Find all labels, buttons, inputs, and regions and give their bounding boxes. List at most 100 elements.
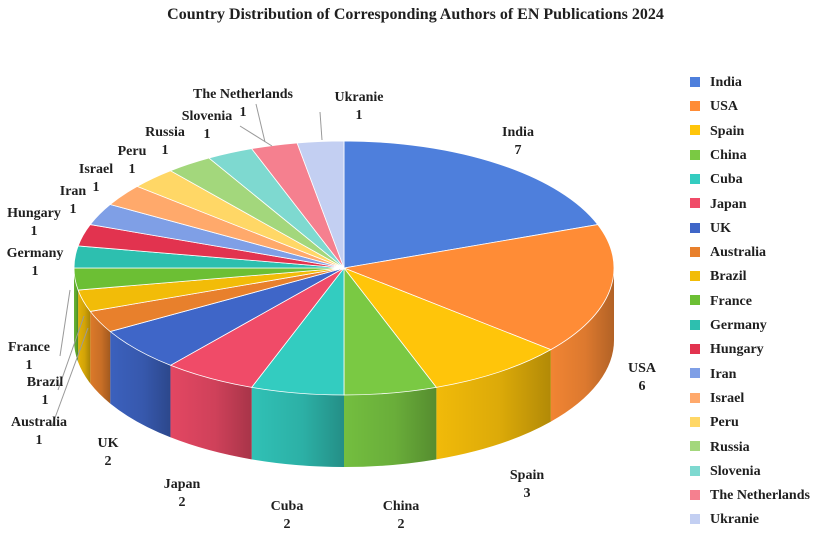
legend-swatch <box>690 368 700 379</box>
data-label-israel: Israel 1 <box>79 162 113 195</box>
slice-side-shade-brazil <box>78 290 91 384</box>
legend-item-cuba: Cuba <box>690 170 743 190</box>
slice-side-shade-australia <box>90 311 111 404</box>
slice-side-shade-japan <box>170 365 252 460</box>
legend-item-brazil: Brazil <box>690 267 747 287</box>
leader-line-ukranie <box>319 111 323 141</box>
slice-side-shade-china <box>344 387 437 467</box>
legend-item-usa: USA <box>690 97 738 117</box>
legend-label: Iran <box>710 366 737 382</box>
data-label-china: China 2 <box>383 499 420 532</box>
legend-item-china: China <box>690 146 747 166</box>
legend-swatch <box>690 344 700 355</box>
slice-spain <box>342 267 552 388</box>
legend-swatch <box>690 295 700 306</box>
slice-side-shade-uk <box>110 331 171 438</box>
slice-side-shade-spain <box>436 349 551 460</box>
data-label-slovenia: Slovenia 1 <box>182 109 233 142</box>
data-label-peru: Peru 1 <box>118 144 147 177</box>
legend-label: China <box>710 147 747 163</box>
data-label-brazil: Brazil 1 <box>27 375 64 408</box>
legend-label: Israel <box>710 390 745 406</box>
legend-label: Ukranie <box>710 512 759 528</box>
legend-label: Brazil <box>710 269 747 285</box>
legend-swatch <box>690 489 700 500</box>
legend-swatch <box>690 319 700 330</box>
data-label-cuba: Cuba 2 <box>271 499 304 532</box>
legend-item-iran: Iran <box>690 365 736 385</box>
pie-sides <box>74 268 614 467</box>
legend-label: Australia <box>710 245 766 261</box>
legend-label: India <box>710 75 742 90</box>
leader-line-the-netherlands <box>255 103 266 143</box>
legend-swatch <box>690 198 700 209</box>
legend-label: UK <box>710 220 731 236</box>
data-label-hungary: Hungary 1 <box>7 206 61 239</box>
data-label-india: India 7 <box>502 125 534 158</box>
legend-item-russia: Russia <box>690 438 750 458</box>
data-labels: India 7 USA 6 Spain 3 China 2 Cuba 2 Japan 2 UK 2 Aust… <box>7 87 657 532</box>
legend-label: Cuba <box>710 172 743 188</box>
legend-swatch <box>690 416 700 427</box>
legend-label: USA <box>710 99 739 115</box>
slice-india <box>343 140 599 269</box>
legend-label: Slovenia <box>710 463 761 479</box>
legend-item-peru: Peru <box>690 413 739 433</box>
legend-item-hungary: Hungary <box>690 340 764 360</box>
legend-item-spain: Spain <box>690 122 744 142</box>
legend-swatch <box>690 149 700 160</box>
legend-swatch <box>690 173 700 184</box>
legend-swatch <box>690 514 700 525</box>
legend-item-ukranie: Ukranie <box>690 510 759 530</box>
data-label-japan: Japan 2 <box>164 477 201 510</box>
data-label-usa: USA 6 <box>628 361 657 394</box>
legend-item-uk: UK <box>690 219 731 239</box>
data-label-spain: Spain 3 <box>510 468 544 501</box>
legend-item-india: India <box>690 73 742 93</box>
legend-label: Peru <box>710 415 739 431</box>
leader-lines <box>51 103 323 427</box>
data-label-australia: Australia 1 <box>11 415 67 448</box>
data-label-ukranie: Ukranie 1 <box>335 90 384 123</box>
slice-usa <box>342 224 615 351</box>
legend-item-australia: Australia <box>690 243 766 263</box>
legend-swatch <box>690 125 700 136</box>
pie-tops <box>73 140 615 396</box>
legend-swatch <box>690 222 700 233</box>
data-label-uk: UK 2 <box>98 436 119 469</box>
chart-title: Country Distribution of Corresponding Au… <box>167 6 664 23</box>
legend-swatch <box>690 271 700 282</box>
legend-item-the-netherlands: The Netherlands <box>690 486 810 506</box>
legend-swatch <box>690 441 700 452</box>
leader-line-france <box>59 289 71 357</box>
slice-side-shade-usa <box>550 268 614 422</box>
legend-swatch <box>690 392 700 403</box>
slice-ukranie <box>296 140 345 269</box>
legend-item-france: France <box>690 292 752 312</box>
legend-label: Japan <box>710 196 747 212</box>
legend-label: Hungary <box>710 342 764 358</box>
slice-side-shade-cuba <box>251 387 344 467</box>
leader-line-brazil <box>57 315 85 391</box>
legend-swatch <box>690 465 700 476</box>
slice-side-shade-france <box>74 268 79 363</box>
leader-line-australia <box>51 327 89 427</box>
legend-swatch <box>690 246 700 257</box>
legend-item-israel: Israel <box>690 389 744 409</box>
legend-label: France <box>710 293 752 309</box>
data-label-iran: Iran 1 <box>60 184 87 217</box>
legend-label: Spain <box>710 123 745 139</box>
legend-label: Germany <box>710 318 767 333</box>
legend-swatch <box>690 101 700 112</box>
data-label-the-netherlands: The Netherlands 1 <box>193 87 294 120</box>
legend-label: The Netherlands <box>710 488 810 504</box>
legend-item-slovenia: Slovenia <box>690 462 761 482</box>
legend-swatch <box>690 76 700 87</box>
data-label-germany: Germany 1 <box>7 246 64 279</box>
legend-item-japan: Japan <box>690 195 747 215</box>
leader-line-slovenia <box>239 125 273 147</box>
legend-label: Russia <box>710 439 750 455</box>
legend-item-germany: Germany <box>690 316 767 336</box>
data-label-russia: Russia 1 <box>145 125 185 158</box>
